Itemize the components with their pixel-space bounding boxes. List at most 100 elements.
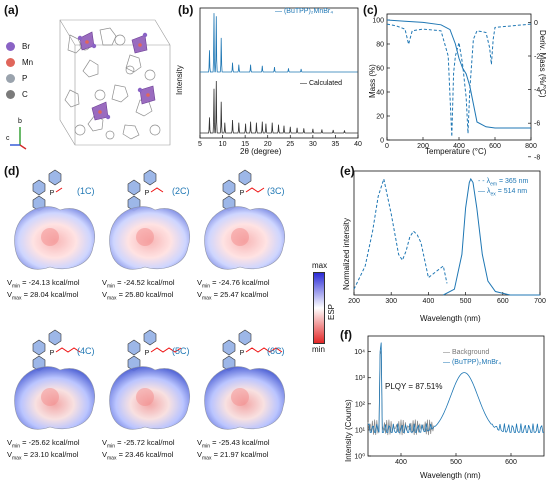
tga-xtick-label: 400: [453, 143, 465, 150]
alkyl-chain-line: [55, 347, 81, 353]
plqy-legend-sample-text: (BuTPP)₂MnBr₄: [451, 359, 502, 366]
phosphorus-label: P: [50, 190, 55, 197]
phenyl-ring-icon: [32, 339, 46, 356]
xrd-xlabel: 2θ (degree): [240, 147, 282, 156]
ple-xtick-label: 300: [385, 298, 397, 305]
xrd-frame: [199, 7, 359, 139]
panel-label-b: (b): [178, 3, 194, 17]
tga-xtick-label: 200: [417, 143, 429, 150]
br-atom-icon: [6, 42, 15, 51]
plqy-ytick-label: 10³: [355, 375, 366, 382]
xrd-xtick-label: 40: [354, 141, 362, 148]
xrd-legend-sample: — (BuTPP)₂MnBr₄: [275, 8, 334, 15]
esp-min-label: min: [312, 345, 325, 354]
ple-xtick-label: 400: [423, 298, 435, 305]
ple-series-line: [353, 177, 448, 290]
tga-ytick-left-label: 0: [380, 138, 384, 145]
plqy-xlabel: Wavelength (nm): [420, 471, 481, 480]
tga-xtick-label: 600: [489, 143, 501, 150]
tga-xtick-label: 800: [525, 143, 537, 150]
axis-b-label: b: [18, 118, 22, 125]
axis-triad-icon: [10, 127, 27, 150]
phenyl-ring-icon: [32, 179, 46, 196]
ple-legend-ex-sub: ex: [490, 191, 496, 198]
esp-negative-region: [136, 228, 154, 246]
ple-xtick-label: 700: [534, 298, 546, 305]
xrd-legend-sample-text: (BuTPP)₂MnBr₄: [283, 8, 334, 15]
molecule-id-5c: (5C): [172, 346, 190, 356]
atom-label-c: C: [22, 90, 28, 99]
ple-legend-ex-value: = 514 nm: [497, 188, 528, 195]
vmax-value-6c: Vmax = 21.97 kcal/mol: [197, 450, 269, 462]
esp-negative-region: [231, 388, 249, 406]
xrd-legend-calculated-text: Calculated: [308, 80, 343, 87]
ple-legend-ex-lambda: λ: [486, 188, 491, 195]
plqy-background-line: [367, 350, 435, 436]
panel-label-d: (d): [4, 164, 20, 178]
vmax-value-3c: Vmax = 25.47 kcal/mol: [197, 290, 269, 302]
ple-ylabel: Normalized intensity: [342, 217, 351, 290]
plqy-ytick-label: 10⁰: [354, 453, 365, 461]
panel-label-c: (c): [363, 3, 378, 17]
tga-xlabel: Temperature (°C): [425, 147, 487, 156]
vmin-value-4c: Vmin = -25.62 kcal/mol: [7, 438, 80, 450]
tga-ytick-left-label: 80: [376, 42, 384, 49]
plqy-chart: 400 500 600 10⁰ 10¹ 10² 10³ 10⁴: [354, 335, 545, 466]
plqy-xtick-label: 500: [450, 459, 462, 466]
phenyl-ring-icon: [238, 329, 252, 346]
phenyl-ring-icon: [238, 169, 252, 186]
xrd-series-line: [200, 13, 358, 73]
tga-ytick-right-label: 0: [534, 20, 538, 27]
vmax-value-2c: Vmax = 25.80 kcal/mol: [102, 290, 174, 302]
tga-xtick-label: 0: [385, 143, 389, 150]
molecule-id-1c: (1C): [77, 186, 95, 196]
plqy-legend-background: — Background: [443, 349, 490, 356]
tga-ytick-right-label: -2: [534, 54, 540, 61]
molecule-id-3c: (3C): [267, 186, 285, 196]
c-atom-icon: [6, 90, 15, 99]
plqy-ytick-label: 10¹: [355, 427, 366, 434]
tga-ytick-right-label: -8: [534, 154, 540, 160]
p-atom-icon: [6, 74, 15, 83]
vmin-value-1c: Vmin = -24.13 kcal/mol: [7, 278, 80, 290]
phosphorus-label: P: [240, 190, 245, 197]
phosphorus-label: P: [50, 350, 55, 357]
ple-xtick-label: 500: [460, 298, 472, 305]
xrd-xtick-label: 30: [309, 141, 317, 148]
esp-negative-region: [41, 228, 59, 246]
alkyl-chain-line: [150, 347, 182, 353]
ple-legend-em: - - λem = 365 nm: [478, 178, 529, 188]
xrd-series-line: [200, 80, 358, 134]
crystal-structure-image: [59, 19, 171, 146]
esp-negative-region: [41, 388, 59, 406]
ple-series-line: [443, 177, 540, 296]
plqy-xtick-label: 600: [505, 459, 517, 466]
tga-ytick-left-label: 20: [376, 114, 384, 121]
panel-label-e: (e): [340, 164, 355, 178]
plqy-ylabel: Intensity (Counts): [344, 399, 353, 462]
xrd-legend-calculated: — Calculated: [300, 80, 343, 87]
mn-atom-icon: [6, 58, 15, 67]
alkyl-chain-line: [150, 187, 164, 193]
xrd-ylabel: Intensity: [175, 65, 184, 95]
phosphorus-label: P: [145, 350, 150, 357]
tga-ytick-left-label: 60: [376, 66, 384, 73]
plqy-ytick-label: 10⁴: [354, 349, 365, 356]
phenyl-ring-icon: [222, 179, 236, 196]
tga-ylabel-left: Mass (%): [368, 64, 377, 98]
esp-negative-region: [136, 388, 154, 406]
esp-surfaces: P P P P P P: [14, 169, 285, 430]
tga-ytick-left-label: 100: [372, 18, 384, 25]
plqy-ytick-label: 10²: [355, 401, 366, 408]
xrd-chart: 5 10 15 20 25 30 35 40: [198, 7, 362, 148]
xrd-xtick-label: 35: [332, 141, 340, 148]
phenyl-ring-icon: [48, 169, 62, 186]
ple-xtick-label: 600: [497, 298, 509, 305]
atom-label-p: P: [22, 74, 28, 83]
tga-mass-line: [386, 19, 531, 129]
ple-legend-ex: — λex = 514 nm: [478, 188, 528, 198]
molecule-id-2c: (2C): [172, 186, 190, 196]
plqy-legend-background-text: Background: [451, 349, 490, 356]
phosphorus-label: P: [240, 350, 245, 357]
phenyl-ring-icon: [127, 179, 141, 196]
